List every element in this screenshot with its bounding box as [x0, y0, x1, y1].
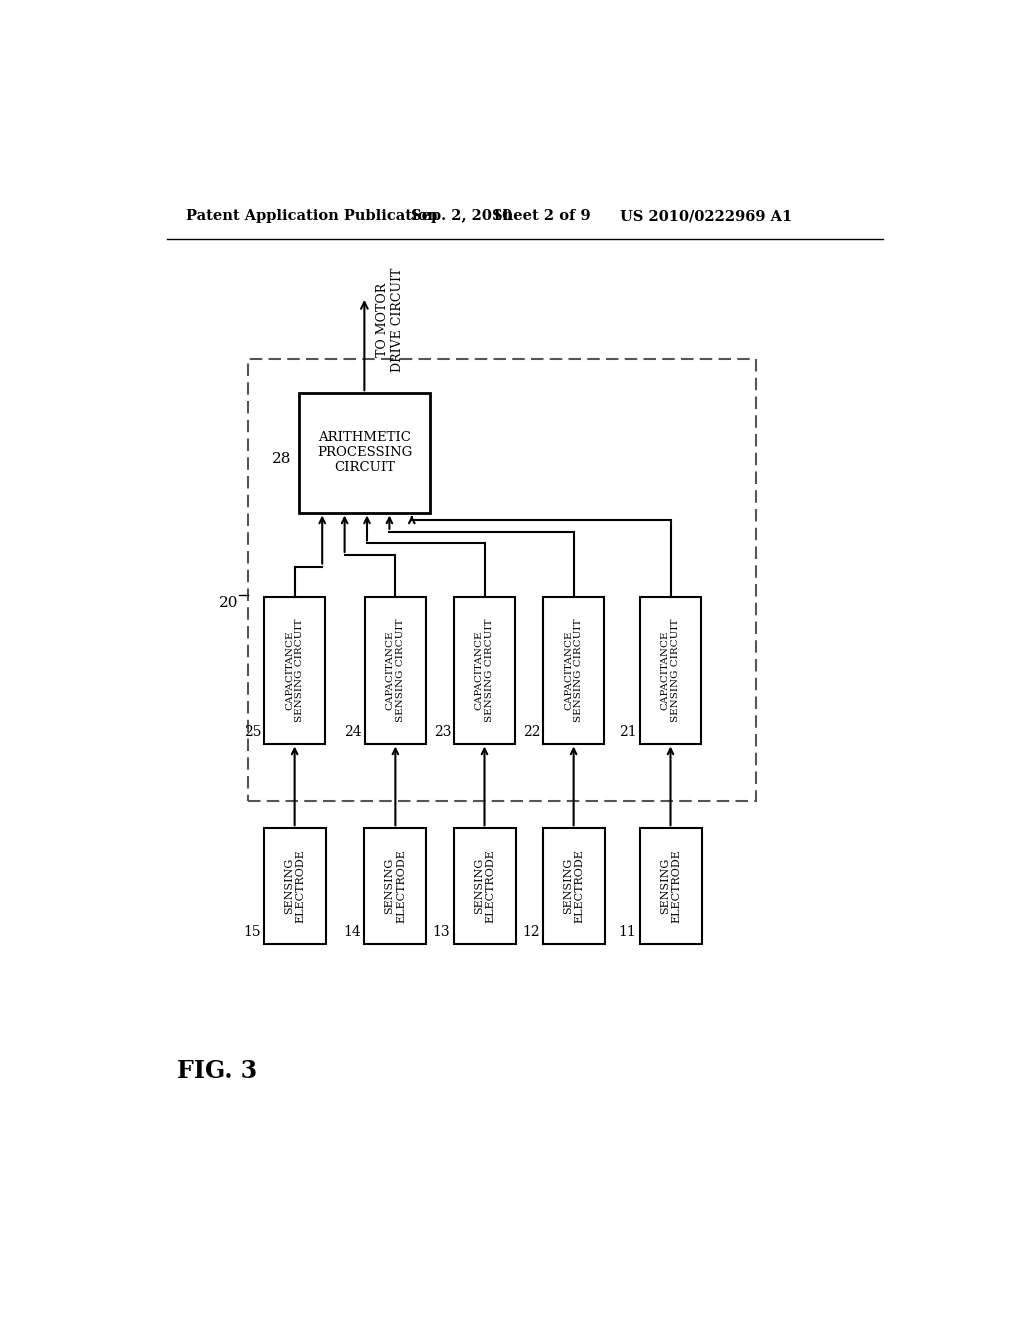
- Text: 15: 15: [243, 925, 260, 940]
- Text: 24: 24: [344, 725, 362, 739]
- Bar: [263, 829, 326, 944]
- Text: 28: 28: [271, 451, 291, 466]
- Text: Sep. 2, 2010: Sep. 2, 2010: [411, 209, 512, 223]
- Text: SENSING
ELECTRODE: SENSING ELECTRODE: [563, 849, 585, 923]
- Bar: [455, 598, 515, 743]
- Text: Sheet 2 of 9: Sheet 2 of 9: [493, 209, 591, 223]
- Text: SENSING
ELECTRODE: SENSING ELECTRODE: [385, 849, 407, 923]
- Text: CAPACITANCE
SENSING CIRCUIT: CAPACITANCE SENSING CIRCUIT: [285, 619, 304, 722]
- Bar: [264, 598, 325, 743]
- Text: 14: 14: [343, 925, 361, 940]
- Text: SENSING
ELECTRODE: SENSING ELECTRODE: [284, 849, 305, 923]
- Text: US 2010/0222969 A1: US 2010/0222969 A1: [621, 209, 793, 223]
- Text: CAPACITANCE
SENSING CIRCUIT: CAPACITANCE SENSING CIRCUIT: [475, 619, 495, 722]
- Bar: [366, 598, 426, 743]
- Text: 23: 23: [434, 725, 452, 739]
- Text: 22: 22: [523, 725, 541, 739]
- Text: SENSING
ELECTRODE: SENSING ELECTRODE: [659, 849, 681, 923]
- Text: CAPACITANCE
SENSING CIRCUIT: CAPACITANCE SENSING CIRCUIT: [386, 619, 406, 722]
- Text: 25: 25: [244, 725, 261, 739]
- Text: CAPACITANCE
SENSING CIRCUIT: CAPACITANCE SENSING CIRCUIT: [660, 619, 680, 722]
- Bar: [543, 829, 604, 944]
- Bar: [640, 598, 700, 743]
- Bar: [248, 359, 756, 801]
- Text: TO MOTOR
DRIVE CIRCUIT: TO MOTOR DRIVE CIRCUIT: [376, 268, 404, 372]
- Bar: [365, 829, 426, 944]
- Text: SENSING
ELECTRODE: SENSING ELECTRODE: [474, 849, 496, 923]
- Text: 20: 20: [219, 597, 239, 610]
- Text: ARITHMETIC
PROCESSING
CIRCUIT: ARITHMETIC PROCESSING CIRCUIT: [316, 432, 412, 474]
- Text: FIG. 3: FIG. 3: [177, 1059, 257, 1082]
- Bar: [299, 393, 430, 512]
- Bar: [454, 829, 515, 944]
- Bar: [640, 829, 701, 944]
- Text: 11: 11: [618, 925, 636, 940]
- Bar: [544, 598, 604, 743]
- Text: Patent Application Publication: Patent Application Publication: [186, 209, 438, 223]
- Text: 12: 12: [522, 925, 540, 940]
- Text: CAPACITANCE
SENSING CIRCUIT: CAPACITANCE SENSING CIRCUIT: [564, 619, 584, 722]
- Text: 13: 13: [433, 925, 451, 940]
- Text: 21: 21: [620, 725, 637, 739]
